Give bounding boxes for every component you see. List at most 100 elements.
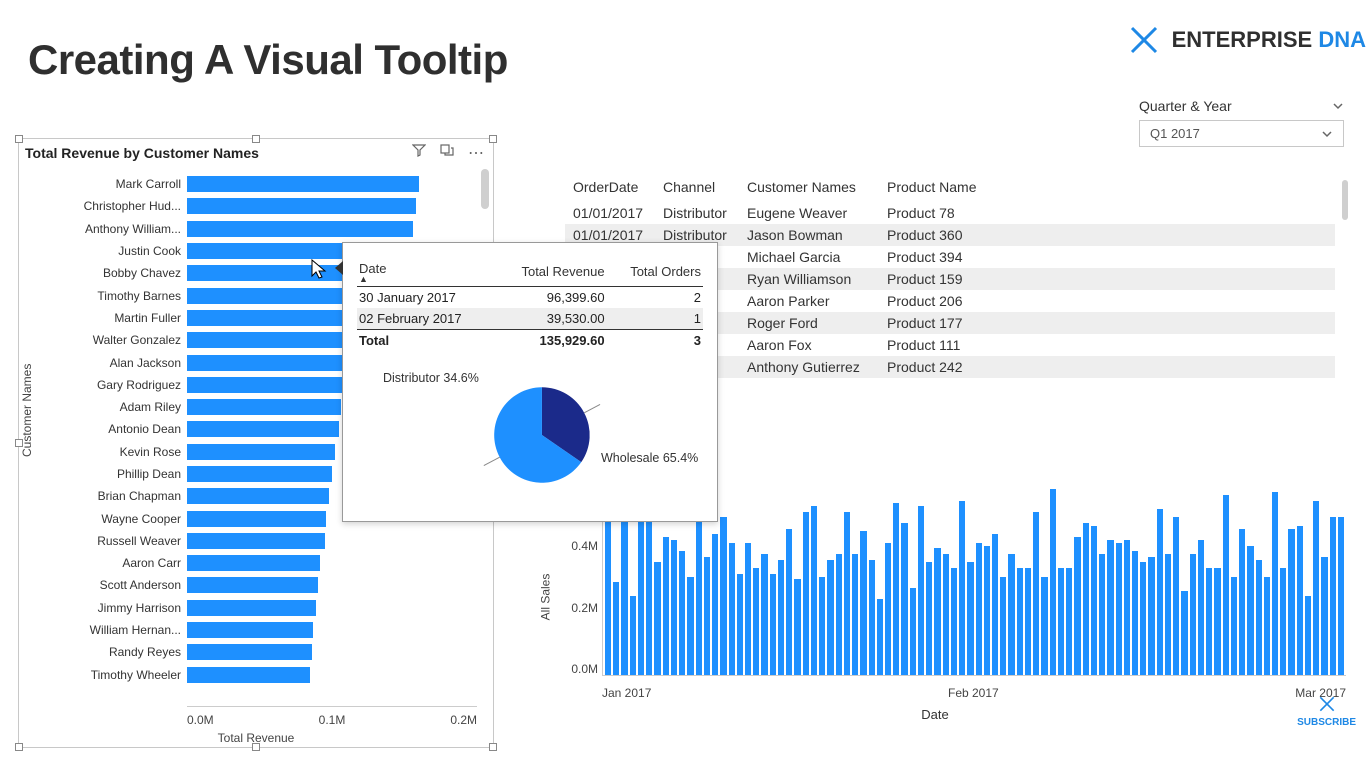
column-bar[interactable] [1214, 568, 1220, 675]
column-bar[interactable] [1157, 509, 1163, 675]
bar-fill[interactable] [187, 310, 355, 326]
column-bar[interactable] [811, 506, 817, 675]
column-bar[interactable] [613, 582, 619, 675]
col-orderdate[interactable]: OrderDate [565, 176, 655, 198]
column-bar[interactable] [630, 596, 636, 675]
column-bar[interactable] [1033, 512, 1039, 675]
filter-icon[interactable] [412, 143, 426, 163]
bar-row[interactable]: Randy Reyes [65, 641, 477, 663]
bar-fill[interactable] [187, 176, 419, 192]
bar-row[interactable]: Jimmy Harrison [65, 597, 477, 619]
column-bar[interactable] [959, 501, 965, 675]
slicer-dropdown[interactable]: Q1 2017 [1139, 120, 1344, 147]
bar-fill[interactable] [187, 221, 413, 237]
column-bar[interactable] [984, 546, 990, 675]
bar-fill[interactable] [187, 555, 320, 571]
column-bar[interactable] [1091, 526, 1097, 675]
resize-handle[interactable] [252, 135, 260, 143]
column-bar[interactable] [860, 531, 866, 675]
column-bar[interactable] [1280, 568, 1286, 675]
more-options-icon[interactable]: ⋯ [468, 143, 485, 163]
column-bar[interactable] [1247, 546, 1253, 675]
column-bar[interactable] [687, 577, 693, 676]
column-bar[interactable] [877, 599, 883, 675]
column-bar[interactable] [712, 534, 718, 675]
column-bar[interactable] [745, 543, 751, 675]
bar-fill[interactable] [187, 622, 313, 638]
column-bar[interactable] [1000, 577, 1006, 676]
column-bar[interactable] [1074, 537, 1080, 675]
column-bar[interactable] [1206, 568, 1212, 675]
column-bar[interactable] [803, 512, 809, 675]
column-bar[interactable] [1058, 568, 1064, 675]
column-bar[interactable] [696, 520, 702, 675]
bar-fill[interactable] [187, 488, 329, 504]
column-bar[interactable] [1231, 577, 1237, 676]
column-bar[interactable] [1116, 543, 1122, 675]
column-bar[interactable] [1050, 489, 1056, 675]
column-bar[interactable] [794, 579, 800, 675]
column-bar[interactable] [1330, 517, 1336, 675]
column-bar[interactable] [926, 562, 932, 675]
bar-fill[interactable] [187, 355, 349, 371]
resize-handle[interactable] [15, 135, 23, 143]
column-bar[interactable] [1124, 540, 1130, 675]
bar-fill[interactable] [187, 399, 341, 415]
column-bar[interactable] [646, 517, 652, 675]
column-bar[interactable] [1321, 557, 1327, 675]
column-bar[interactable] [761, 554, 767, 675]
bar-fill[interactable] [187, 198, 416, 214]
column-bar[interactable] [1190, 554, 1196, 675]
bar-row[interactable]: Aaron Carr [65, 552, 477, 574]
column-bar[interactable] [934, 548, 940, 675]
column-bar[interactable] [753, 568, 759, 675]
column-bar[interactable] [893, 503, 899, 675]
column-bar[interactable] [852, 554, 858, 675]
column-bar[interactable] [1338, 517, 1344, 675]
col-product[interactable]: Product Name [879, 176, 999, 198]
bar-fill[interactable] [187, 377, 344, 393]
column-bar[interactable] [901, 523, 907, 675]
column-bar[interactable] [827, 560, 833, 675]
table-row[interactable]: 01/01/2017DistributorEugene WeaverProduc… [565, 202, 1335, 224]
column-bar[interactable] [1173, 517, 1179, 675]
column-bar[interactable] [720, 517, 726, 675]
column-bar[interactable] [1297, 526, 1303, 675]
column-bar[interactable] [1041, 577, 1047, 676]
focus-mode-icon[interactable] [440, 143, 454, 163]
column-bar[interactable] [1223, 495, 1229, 675]
column-bar[interactable] [1140, 562, 1146, 675]
bar-fill[interactable] [187, 667, 310, 683]
bar-fill[interactable] [187, 511, 326, 527]
column-bar[interactable] [1264, 577, 1270, 676]
column-bar[interactable] [770, 574, 776, 675]
bar-fill[interactable] [187, 332, 352, 348]
column-bar[interactable] [1165, 554, 1171, 675]
column-bar[interactable] [869, 560, 875, 675]
bar-fill[interactable] [187, 444, 335, 460]
column-bar[interactable] [885, 543, 891, 675]
column-bar[interactable] [951, 568, 957, 675]
column-bar[interactable] [654, 562, 660, 675]
column-bar[interactable] [786, 529, 792, 675]
column-bar[interactable] [1198, 540, 1204, 675]
column-bar[interactable] [1066, 568, 1072, 675]
bar-row[interactable]: Russell Weaver [65, 530, 477, 552]
bar-fill[interactable] [187, 421, 339, 437]
column-bar[interactable] [621, 501, 627, 675]
column-bar[interactable] [1305, 596, 1311, 675]
column-bar[interactable] [1132, 551, 1138, 675]
column-bar[interactable] [729, 543, 735, 675]
column-bar[interactable] [679, 551, 685, 675]
column-bar[interactable] [943, 554, 949, 675]
bar-row[interactable]: Anthony William... [65, 218, 477, 240]
column-bar[interactable] [1256, 560, 1262, 675]
bar-fill[interactable] [187, 644, 312, 660]
column-bar[interactable] [1148, 557, 1154, 675]
bar-fill[interactable] [187, 577, 318, 593]
column-bar[interactable] [1017, 568, 1023, 675]
column-bar[interactable] [704, 557, 710, 675]
bar-row[interactable]: William Hernan... [65, 619, 477, 641]
column-bar[interactable] [1313, 501, 1319, 675]
column-bar[interactable] [663, 537, 669, 675]
